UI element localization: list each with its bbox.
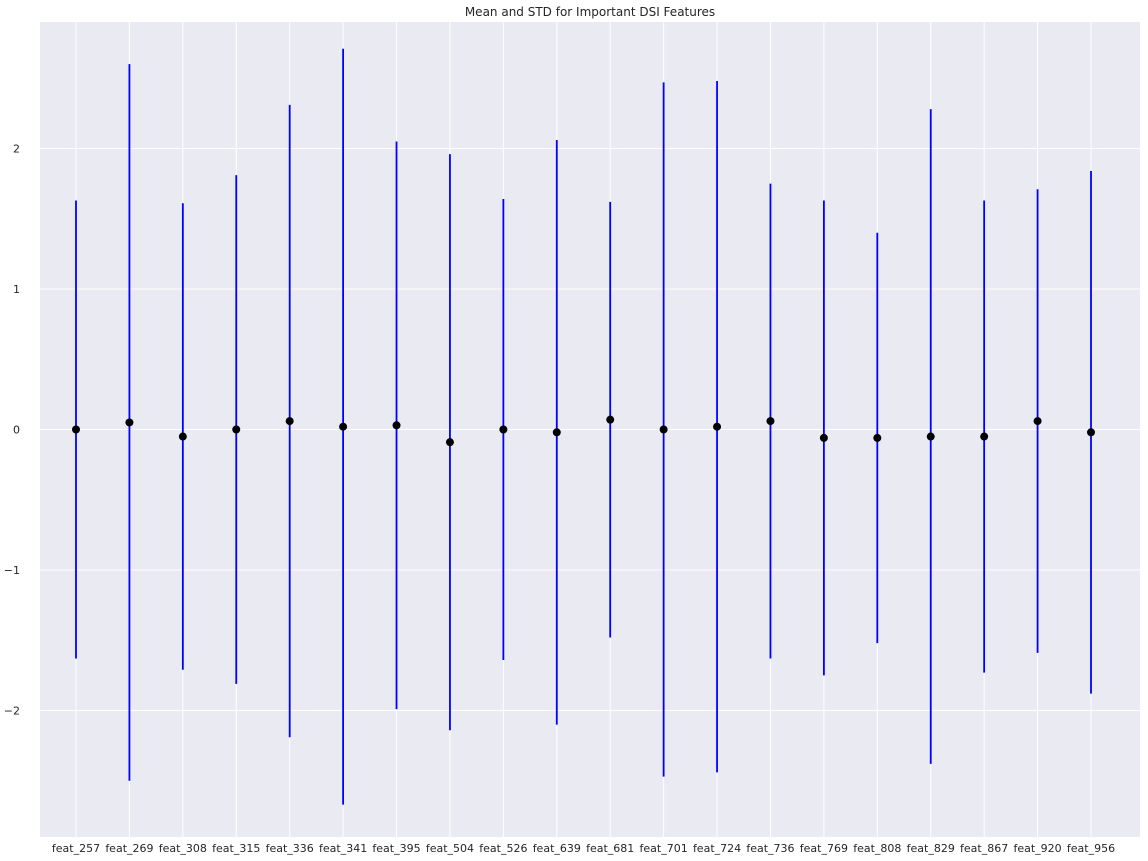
x-tick-label: feat_269	[105, 842, 153, 855]
mean-marker	[232, 425, 241, 434]
x-tick-label: feat_829	[907, 842, 955, 855]
x-tick-label: feat_808	[853, 842, 901, 855]
mean-marker	[499, 425, 508, 434]
mean-marker	[392, 421, 401, 430]
x-tick-label: feat_681	[586, 842, 634, 855]
mean-marker	[606, 415, 615, 424]
y-axis: −2 −1 0 1 2	[4, 142, 20, 717]
mean-marker	[1033, 417, 1042, 426]
mean-marker	[125, 418, 134, 427]
mean-marker	[980, 432, 989, 441]
x-tick-label: feat_395	[372, 842, 420, 855]
x-tick-label: feat_257	[52, 842, 100, 855]
mean-marker	[873, 433, 882, 442]
mean-marker	[552, 428, 561, 437]
mean-marker	[72, 425, 80, 434]
x-tick-label: feat_504	[426, 842, 474, 855]
x-tick-label: feat_336	[266, 842, 314, 855]
mean-marker	[339, 422, 348, 431]
x-tick-label: feat_956	[1067, 842, 1115, 855]
x-tick-label: feat_701	[640, 842, 688, 855]
mean-markers	[72, 415, 1095, 447]
mean-marker	[766, 417, 775, 426]
x-tick-label: feat_526	[479, 842, 527, 855]
chart-title: Mean and STD for Important DSI Features	[465, 5, 715, 19]
mean-marker	[659, 425, 668, 434]
y-tick-label: 1	[13, 283, 20, 296]
mean-marker	[285, 417, 294, 426]
mean-marker	[178, 432, 187, 441]
y-tick-label: 2	[13, 142, 20, 155]
mean-marker	[445, 438, 454, 447]
x-tick-label: feat_920	[1013, 842, 1061, 855]
x-tick-label: feat_867	[960, 842, 1008, 855]
x-tick-label: feat_639	[533, 842, 581, 855]
mean-marker	[819, 433, 828, 442]
y-tick-label: 0	[13, 424, 20, 437]
x-tick-label: feat_315	[212, 842, 260, 855]
y-tick-label: −1	[4, 564, 20, 577]
x-axis: feat_257 feat_269 feat_308 feat_315 feat_336…	[52, 842, 1115, 855]
mean-marker	[926, 432, 935, 441]
x-tick-label: feat_769	[800, 842, 848, 855]
x-tick-label: feat_724	[693, 842, 741, 855]
mean-marker	[1087, 428, 1095, 437]
y-tick-label: −2	[4, 705, 20, 718]
x-tick-label: feat_308	[159, 842, 207, 855]
x-tick-label: feat_341	[319, 842, 367, 855]
mean-marker	[713, 422, 722, 431]
x-tick-label: feat_736	[746, 842, 794, 855]
